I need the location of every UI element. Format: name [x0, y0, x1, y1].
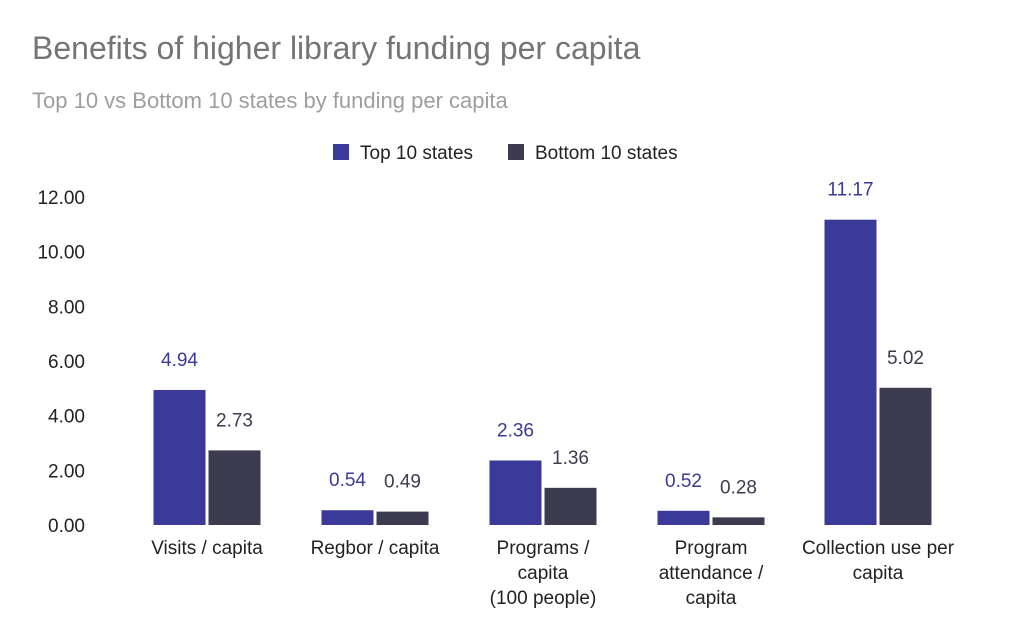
- y-tick-label: 6.00: [48, 352, 85, 373]
- y-tick-label: 0.00: [48, 516, 85, 537]
- category-label: Collection use per capita: [802, 538, 955, 584]
- category-label: Programs / capita (100 people): [490, 538, 597, 609]
- bar-bottom10: [376, 511, 429, 525]
- y-tick-label: 12.00: [37, 188, 85, 209]
- y-tick-label: 8.00: [48, 297, 85, 318]
- legend-swatch-bottom: [508, 144, 524, 160]
- legend-swatch-top: [333, 144, 349, 160]
- y-tick-label: 2.00: [48, 461, 85, 482]
- category-label: Regbor / capita: [311, 538, 440, 559]
- legend-label-bottom: Bottom 10 states: [535, 143, 678, 164]
- y-tick-label: 4.00: [48, 407, 85, 428]
- data-label-bottom10: 2.73: [216, 410, 253, 431]
- legend: Top 10 states Bottom 10 states: [333, 143, 678, 164]
- data-label-bottom10: 0.49: [384, 472, 421, 493]
- bar-bottom10: [208, 450, 261, 525]
- data-label-bottom10: 1.36: [552, 448, 589, 469]
- bar-bottom10: [879, 387, 932, 525]
- bar-top10: [153, 389, 206, 525]
- bar-top10: [824, 219, 877, 526]
- data-label-bottom10: 0.28: [720, 477, 757, 498]
- category-label: Visits / capita: [151, 538, 263, 559]
- data-label-top10: 2.36: [497, 420, 534, 441]
- category-label: Program attendance / capita: [659, 538, 764, 609]
- bar-top10: [321, 510, 374, 525]
- bar-top10: [657, 510, 710, 525]
- bar-top10: [489, 460, 542, 525]
- data-label-bottom10: 5.02: [887, 348, 924, 369]
- y-tick-label: 10.00: [37, 243, 85, 264]
- bars: 4.94 2.73 0.54 0.49 2.36 1.36 0.52 0.28 11.17 5.0…: [153, 180, 932, 526]
- data-label-top10: 11.17: [827, 180, 873, 201]
- bar-bottom10: [544, 487, 597, 525]
- chart-subtitle: Top 10 vs Bottom 10 states by funding pe…: [32, 88, 508, 113]
- chart-title: Benefits of higher library funding per c…: [32, 30, 641, 66]
- x-axis: Visits / capita Regbor / capita Programs /…: [151, 538, 955, 609]
- data-label-top10: 4.94: [161, 350, 198, 371]
- data-label-top10: 0.54: [329, 470, 366, 491]
- bar-bottom10: [712, 517, 765, 525]
- data-label-top10: 0.52: [665, 471, 702, 492]
- legend-label-top: Top 10 states: [360, 143, 473, 164]
- y-axis: 0.00 2.00 4.00 6.00 8.00 10.00 12.00: [37, 188, 85, 537]
